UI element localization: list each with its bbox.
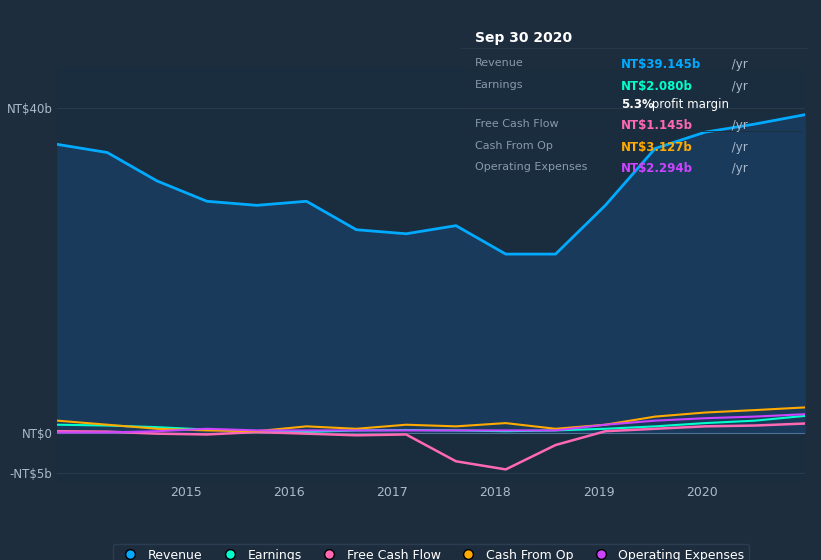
Text: /yr: /yr	[728, 80, 748, 92]
Text: profit margin: profit margin	[649, 98, 730, 111]
Text: NT$39.145b: NT$39.145b	[621, 58, 701, 71]
Text: Earnings: Earnings	[475, 80, 524, 90]
Text: NT$2.294b: NT$2.294b	[621, 162, 693, 175]
Text: Free Cash Flow: Free Cash Flow	[475, 119, 559, 129]
Text: NT$3.127b: NT$3.127b	[621, 141, 693, 153]
Text: Cash From Op: Cash From Op	[475, 141, 553, 151]
Legend: Revenue, Earnings, Free Cash Flow, Cash From Op, Operating Expenses: Revenue, Earnings, Free Cash Flow, Cash …	[112, 544, 750, 560]
Text: NT$2.080b: NT$2.080b	[621, 80, 693, 92]
Text: /yr: /yr	[728, 58, 748, 71]
Text: 5.3%: 5.3%	[621, 98, 654, 111]
Text: Sep 30 2020: Sep 30 2020	[475, 31, 572, 45]
Text: /yr: /yr	[728, 162, 748, 175]
Text: Revenue: Revenue	[475, 58, 524, 68]
Text: NT$1.145b: NT$1.145b	[621, 119, 693, 132]
Text: /yr: /yr	[728, 141, 748, 153]
Text: /yr: /yr	[728, 119, 748, 132]
Text: Operating Expenses: Operating Expenses	[475, 162, 588, 172]
